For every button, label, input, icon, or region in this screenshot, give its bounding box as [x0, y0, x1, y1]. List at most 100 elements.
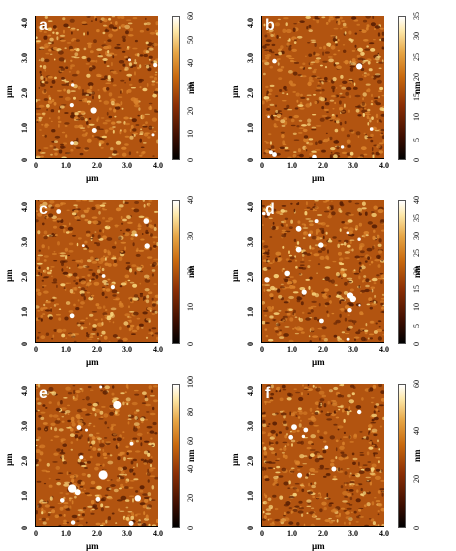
y-tick: 2.0 — [246, 88, 255, 98]
color-scale-tick: 40 — [412, 427, 421, 436]
x-tick: 3.0 — [122, 161, 132, 170]
y-tick: 1.0 — [20, 491, 29, 501]
color-scale-tick: 0 — [412, 158, 421, 162]
texture-c — [36, 200, 158, 342]
x-tick: 2.0 — [318, 529, 328, 538]
panel-label: c — [39, 201, 48, 218]
x-tick: 3.0 — [122, 529, 132, 538]
y-tick: 0 — [20, 158, 29, 162]
y-axis-unit: µm — [4, 85, 14, 98]
x-tick: 4.0 — [153, 345, 163, 354]
y-axis — [35, 384, 36, 527]
color-scale-tick: 10 — [412, 113, 421, 122]
panel-a: a 0 1.0 2.0 3.0 4.0 0 1.0 2.0 3.0 4.0 µm… — [4, 2, 224, 183]
y-tick: 4.0 — [246, 386, 255, 396]
y-tick: 1.0 — [246, 123, 255, 133]
y-tick: 0 — [246, 158, 255, 162]
x-tick: 4.0 — [153, 529, 163, 538]
color-scale-tick: 20 — [412, 72, 421, 81]
afm-image-f: f — [262, 384, 384, 526]
y-axis-unit: µm — [230, 85, 240, 98]
x-axis-unit: µm — [312, 173, 325, 183]
y-tick: 3.0 — [246, 421, 255, 431]
color-scale-unit: nm — [412, 81, 422, 94]
y-tick: 0 — [246, 526, 255, 530]
y-axis — [261, 384, 262, 527]
color-scale-tick: 60 — [186, 12, 195, 20]
color-scale-tick: 60 — [412, 380, 421, 388]
x-tick: 1.0 — [287, 345, 297, 354]
x-tick: 1.0 — [61, 161, 71, 170]
color-scale-bar — [398, 16, 406, 160]
panel-c: c 0 1.0 2.0 3.0 4.0 0 1.0 2.0 3.0 4.0 µm… — [4, 186, 224, 367]
x-axis — [36, 158, 158, 159]
x-axis — [36, 526, 158, 527]
x-tick: 3.0 — [348, 161, 358, 170]
x-tick: 1.0 — [287, 529, 297, 538]
y-tick: 3.0 — [20, 237, 29, 247]
color-scale-tick: 15 — [412, 284, 421, 293]
x-tick: 4.0 — [379, 345, 389, 354]
y-tick: 2.0 — [246, 272, 255, 282]
x-tick: 3.0 — [348, 529, 358, 538]
color-scale-tick: 0 — [186, 342, 195, 346]
x-axis-unit: µm — [312, 541, 325, 551]
color-scale-tick: 80 — [186, 408, 195, 417]
color-scale-tick: 60 — [186, 436, 195, 445]
x-tick: 0 — [34, 345, 38, 354]
color-scale-tick: 100 — [186, 376, 195, 388]
color-scale-tick: 0 — [186, 158, 195, 162]
color-scale-bar — [398, 200, 406, 344]
y-tick: 4.0 — [20, 202, 29, 212]
x-tick: 2.0 — [92, 529, 102, 538]
x-tick: 3.0 — [122, 345, 132, 354]
color-scale-tick: 25 — [412, 52, 421, 61]
x-axis-unit: µm — [86, 541, 99, 551]
color-scale-tick: 5 — [412, 137, 421, 142]
afm-image-a: a — [36, 16, 158, 158]
afm-image-b: b — [262, 16, 384, 158]
y-tick: 4.0 — [246, 18, 255, 28]
color-scale-tick: 35 — [412, 12, 421, 20]
x-tick: 4.0 — [379, 161, 389, 170]
afm-image-d: d — [262, 200, 384, 342]
x-axis — [36, 342, 158, 343]
texture-b — [262, 16, 384, 158]
x-tick: 2.0 — [318, 161, 328, 170]
color-scale-tick: 20 — [186, 493, 195, 502]
color-scale-tick: 30 — [412, 231, 421, 240]
panel-b: b 0 1.0 2.0 3.0 4.0 0 1.0 2.0 3.0 4.0 µm… — [230, 2, 450, 183]
x-tick: 4.0 — [153, 161, 163, 170]
y-tick: 0 — [20, 526, 29, 530]
x-tick: 3.0 — [348, 345, 358, 354]
color-scale-tick: 40 — [186, 465, 195, 474]
color-scale-tick: 0 — [412, 342, 421, 346]
panel-label: e — [39, 385, 48, 402]
x-tick: 4.0 — [379, 529, 389, 538]
x-axis-unit: µm — [86, 357, 99, 367]
y-tick: 2.0 — [246, 456, 255, 466]
y-tick: 1.0 — [20, 123, 29, 133]
x-axis — [262, 526, 384, 527]
y-axis — [261, 200, 262, 343]
panel-label: a — [39, 17, 48, 34]
x-tick: 2.0 — [92, 161, 102, 170]
color-scale-tick: 40 — [412, 196, 421, 204]
x-tick: 0 — [260, 161, 264, 170]
color-scale-bar — [172, 384, 180, 528]
x-tick: 0 — [260, 345, 264, 354]
y-tick: 4.0 — [20, 386, 29, 396]
x-axis — [262, 342, 384, 343]
x-axis-unit: µm — [86, 173, 99, 183]
y-tick: 0 — [20, 342, 29, 346]
color-scale-tick: 10 — [186, 302, 195, 311]
x-tick: 1.0 — [61, 529, 71, 538]
y-tick: 4.0 — [246, 202, 255, 212]
panel-e: e 0 1.0 2.0 3.0 4.0 0 1.0 2.0 3.0 4.0 µm… — [4, 370, 224, 551]
color-scale-tick: 20 — [412, 474, 421, 483]
x-tick: 0 — [260, 529, 264, 538]
x-axis — [262, 158, 384, 159]
color-scale-unit: nm — [186, 265, 196, 278]
panel-label: f — [265, 385, 271, 402]
color-scale-tick: 0 — [412, 526, 421, 530]
